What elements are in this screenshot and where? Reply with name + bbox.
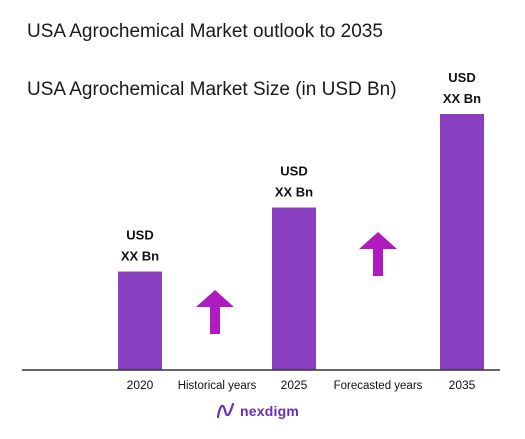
logo-text: nexdigm bbox=[240, 403, 299, 419]
data-label-2025: USD bbox=[280, 164, 307, 179]
tick-label-2035: 2035 bbox=[449, 378, 476, 392]
data-label-2035: XX Bn bbox=[443, 91, 481, 106]
annotation-label-forecasted: Forecasted years bbox=[334, 380, 423, 392]
tick-label-2020: 2020 bbox=[127, 378, 154, 392]
up-arrow-icon bbox=[196, 290, 234, 334]
annotation-label-historical: Historical years bbox=[178, 380, 257, 392]
bar-2020 bbox=[118, 271, 162, 370]
nexdigm-logo: nexdigm bbox=[216, 402, 299, 420]
page-title: USA Agrochemical Market outlook to 2035 bbox=[27, 21, 383, 42]
tick-label-2025: 2025 bbox=[281, 378, 308, 392]
data-label-2035: USD bbox=[448, 70, 475, 85]
data-label-2025: XX Bn bbox=[275, 185, 313, 200]
bar-2035 bbox=[440, 114, 484, 370]
chart-subtitle: USA Agrochemical Market Size (in USD Bn) bbox=[27, 79, 397, 100]
up-arrow-icon bbox=[359, 232, 397, 276]
nexdigm-swirl-icon bbox=[216, 402, 235, 419]
data-label-2020: USD bbox=[126, 228, 153, 243]
data-label-2020: XX Bn bbox=[121, 249, 159, 264]
bar-2025 bbox=[272, 207, 316, 370]
